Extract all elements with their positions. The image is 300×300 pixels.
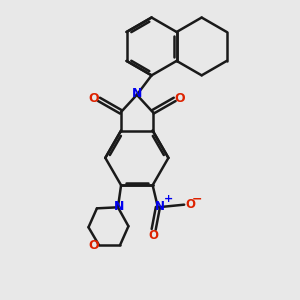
Text: O: O	[175, 92, 185, 105]
Text: O: O	[88, 92, 99, 105]
Text: O: O	[185, 198, 195, 211]
Text: N: N	[154, 200, 164, 213]
Text: −: −	[191, 193, 202, 206]
Text: N: N	[132, 87, 142, 100]
Text: N: N	[114, 200, 125, 213]
Text: O: O	[148, 229, 158, 242]
Text: +: +	[164, 194, 174, 204]
Text: O: O	[88, 238, 99, 252]
